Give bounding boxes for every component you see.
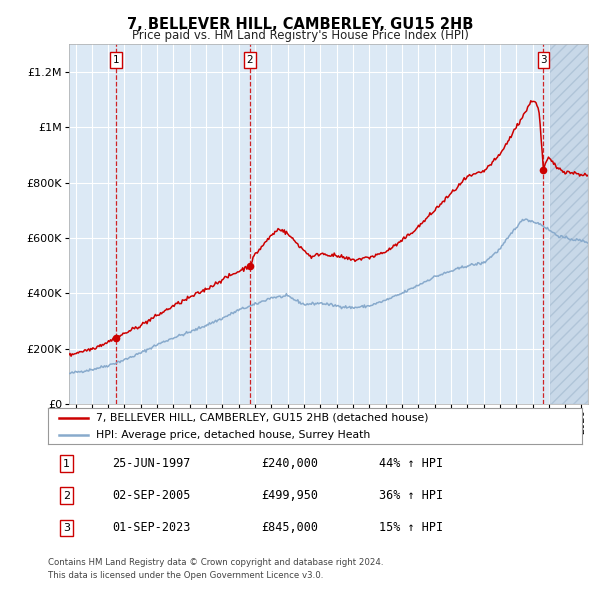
Text: 02-SEP-2005: 02-SEP-2005 [112,489,190,502]
Text: 15% ↑ HPI: 15% ↑ HPI [379,521,443,534]
Text: This data is licensed under the Open Government Licence v3.0.: This data is licensed under the Open Gov… [48,571,323,579]
Text: HPI: Average price, detached house, Surrey Heath: HPI: Average price, detached house, Surr… [96,430,370,440]
Text: 7, BELLEVER HILL, CAMBERLEY, GU15 2HB: 7, BELLEVER HILL, CAMBERLEY, GU15 2HB [127,17,473,31]
Text: £845,000: £845,000 [262,521,319,534]
Text: £240,000: £240,000 [262,457,319,470]
Text: 1: 1 [63,458,70,468]
Text: 01-SEP-2023: 01-SEP-2023 [112,521,190,534]
Bar [550,44,588,404]
Text: 36% ↑ HPI: 36% ↑ HPI [379,489,443,502]
Text: 3: 3 [63,523,70,533]
Text: 7, BELLEVER HILL, CAMBERLEY, GU15 2HB (detached house): 7, BELLEVER HILL, CAMBERLEY, GU15 2HB (d… [96,413,428,423]
Text: £499,950: £499,950 [262,489,319,502]
Text: 44% ↑ HPI: 44% ↑ HPI [379,457,443,470]
Text: 1: 1 [113,55,119,65]
Text: 2: 2 [63,491,70,500]
Text: Price paid vs. HM Land Registry's House Price Index (HPI): Price paid vs. HM Land Registry's House … [131,30,469,42]
Text: Contains HM Land Registry data © Crown copyright and database right 2024.: Contains HM Land Registry data © Crown c… [48,558,383,566]
Text: 2: 2 [247,55,253,65]
Text: 25-JUN-1997: 25-JUN-1997 [112,457,190,470]
Text: 3: 3 [540,55,547,65]
